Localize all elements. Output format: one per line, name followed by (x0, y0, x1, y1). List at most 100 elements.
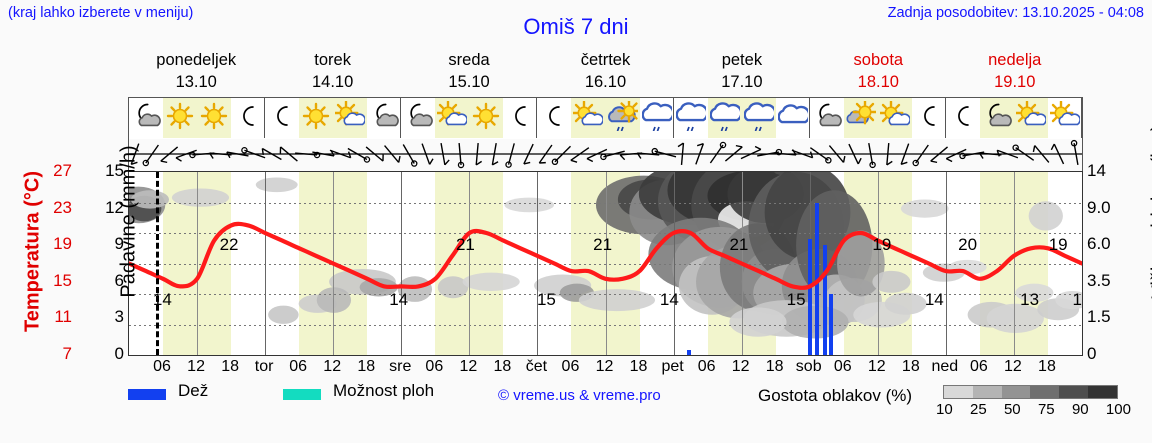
cloud-density-step-label: 50 (1003, 401, 1021, 418)
day-date: 15.10 (448, 72, 490, 91)
midday-gridline (469, 172, 471, 355)
hour-label: 06 (153, 358, 171, 375)
axis-tick-label: 23 (53, 197, 72, 217)
hour-label: 06 (425, 358, 444, 375)
cloud-height-axis-ticks: 14 9.0 6.0 3.5 1.5 0 (1087, 161, 1133, 363)
precipitation-bar (815, 202, 820, 355)
weather-icon-cloud-rain (741, 98, 776, 138)
hour-label: sob (795, 358, 822, 375)
day-header-nedelja: nedelja 19.10 (947, 50, 1083, 96)
cloud-density-swatch (1030, 386, 1060, 398)
legend-row: Dež Možnost ploh © vreme.us & vreme.pro … (128, 381, 1138, 433)
page-title: Omiš 7 dni (523, 14, 629, 39)
icon-day-group (674, 98, 810, 138)
cloud-density-step-label: 100 (1105, 401, 1131, 418)
weather-icon-moon (265, 98, 299, 138)
day-header-petek: petek 17.10 (674, 50, 810, 96)
axis-tick-label: 9.0 (1087, 197, 1111, 217)
weather-icon-sun-cloud (1048, 98, 1082, 138)
hour-label: 06 (561, 358, 580, 375)
cloud-density-colorbar (943, 385, 1118, 399)
hour-label: 12 (595, 358, 614, 375)
hour-label: 12 (459, 358, 478, 375)
weather-icon-moon (231, 98, 265, 138)
hour-tick-row: 06 12 18 tor 06 12 18 sre 06 12 18 čet 06 12 18 pet 06 12… (128, 358, 1083, 380)
temperature-value-label: 14 (659, 290, 679, 310)
day-date: 14.10 (311, 72, 354, 91)
hour-label: 18 (629, 358, 648, 375)
day-date: 17.10 (721, 72, 763, 91)
day-name: torek (314, 51, 351, 69)
axis-tick-label: 1.5 (1087, 307, 1111, 327)
axis-tick-label: 19 (53, 234, 72, 254)
icon-day-group (401, 98, 538, 138)
hour-label: čet (525, 358, 548, 375)
weather-icon-moon (912, 98, 946, 138)
weather-icon-moon (537, 98, 571, 138)
day-name: nedelja (988, 51, 1042, 69)
icon-day-group (129, 98, 266, 138)
day-date: 19.10 (994, 72, 1036, 91)
hour-label: 06 (833, 358, 852, 375)
day-boundary-gridline (537, 172, 539, 355)
showers-legend-label: Možnost ploh (333, 381, 435, 400)
hour-label: 12 (1004, 358, 1022, 375)
wind-barb-band (128, 139, 1083, 171)
cloud-height-axis-label: Višina oblakov (km) (1148, 124, 1152, 299)
temperature-value-label: 15 (536, 290, 556, 310)
weather-icon-cloud-sun (843, 98, 878, 138)
temperature-value-label: 14 (924, 290, 944, 310)
day-header-sreda: sreda 15.10 (401, 50, 537, 96)
weather-icon-sun (197, 98, 232, 138)
day-boundary-gridline (945, 172, 947, 355)
day-name: sreda (448, 51, 490, 69)
copyright-text[interactable]: © vreme.us & vreme.pro (498, 387, 661, 404)
day-date: 18.10 (857, 72, 899, 91)
day-header-row: ponedeljek 13.10 torek 14.10 sreda 15.10 četrt… (128, 50, 1083, 96)
precipitation-bar (686, 350, 691, 355)
temperature-value-label: 15 (1072, 290, 1083, 310)
icon-day-group (537, 98, 674, 138)
icon-day-group (265, 98, 402, 138)
axis-tick-label: 9 (114, 234, 124, 254)
axis-tick-label: 6.0 (1087, 234, 1111, 254)
weather-icon-sun-cloud (1013, 98, 1048, 138)
cloud-density-step-label: 10 (936, 401, 953, 418)
axis-tick-label: 7 (62, 344, 72, 363)
rain-legend-label: Dež (178, 381, 209, 400)
hour-label: tor (254, 358, 274, 375)
weather-icon-moon-cloud (401, 98, 435, 138)
temperature-value-label: 22 (219, 235, 239, 255)
weather-icon-moon (946, 98, 980, 138)
axis-tick-label: 27 (53, 161, 72, 180)
day-boundary-gridline (673, 172, 675, 355)
temperature-value-label: 19 (872, 235, 892, 255)
weather-icon-sun (469, 98, 504, 138)
weather-icon-sun-cloud (435, 98, 470, 138)
hour-label: ned (931, 358, 959, 375)
cloud-density-swatch (1059, 386, 1089, 398)
hour-label: 12 (187, 358, 205, 375)
temperature-value-label: 21 (593, 235, 613, 255)
icon-day-group (810, 98, 946, 138)
day-name: sobota (853, 51, 904, 69)
axis-tick-label: 14 (1087, 161, 1106, 180)
hour-label: 18 (1038, 358, 1056, 375)
axis-tick-label: 12 (105, 197, 124, 217)
midday-gridline (1013, 172, 1015, 355)
weather-icon-sun-cloud (571, 98, 606, 138)
wind-barbs-svg (129, 139, 1082, 169)
precipitation-bar (829, 294, 834, 355)
axis-tick-label: 11 (54, 307, 72, 327)
weather-icon-cloud-rain (707, 98, 742, 138)
hour-label: 18 (901, 358, 920, 375)
cloud-density-swatch (944, 386, 973, 398)
weather-icon-sun (299, 98, 334, 138)
temperature-curve (129, 221, 1082, 290)
precipitation-bar (807, 239, 812, 355)
hour-label: 06 (697, 358, 716, 375)
temperature-value-label: 21 (729, 235, 749, 255)
cloud-density-swatch (1088, 386, 1117, 398)
weather-icon-moon-cloud (810, 98, 844, 138)
last-update-text: Zadnja posodobitev: 13.10.2025 - 04:08 (887, 5, 1144, 21)
